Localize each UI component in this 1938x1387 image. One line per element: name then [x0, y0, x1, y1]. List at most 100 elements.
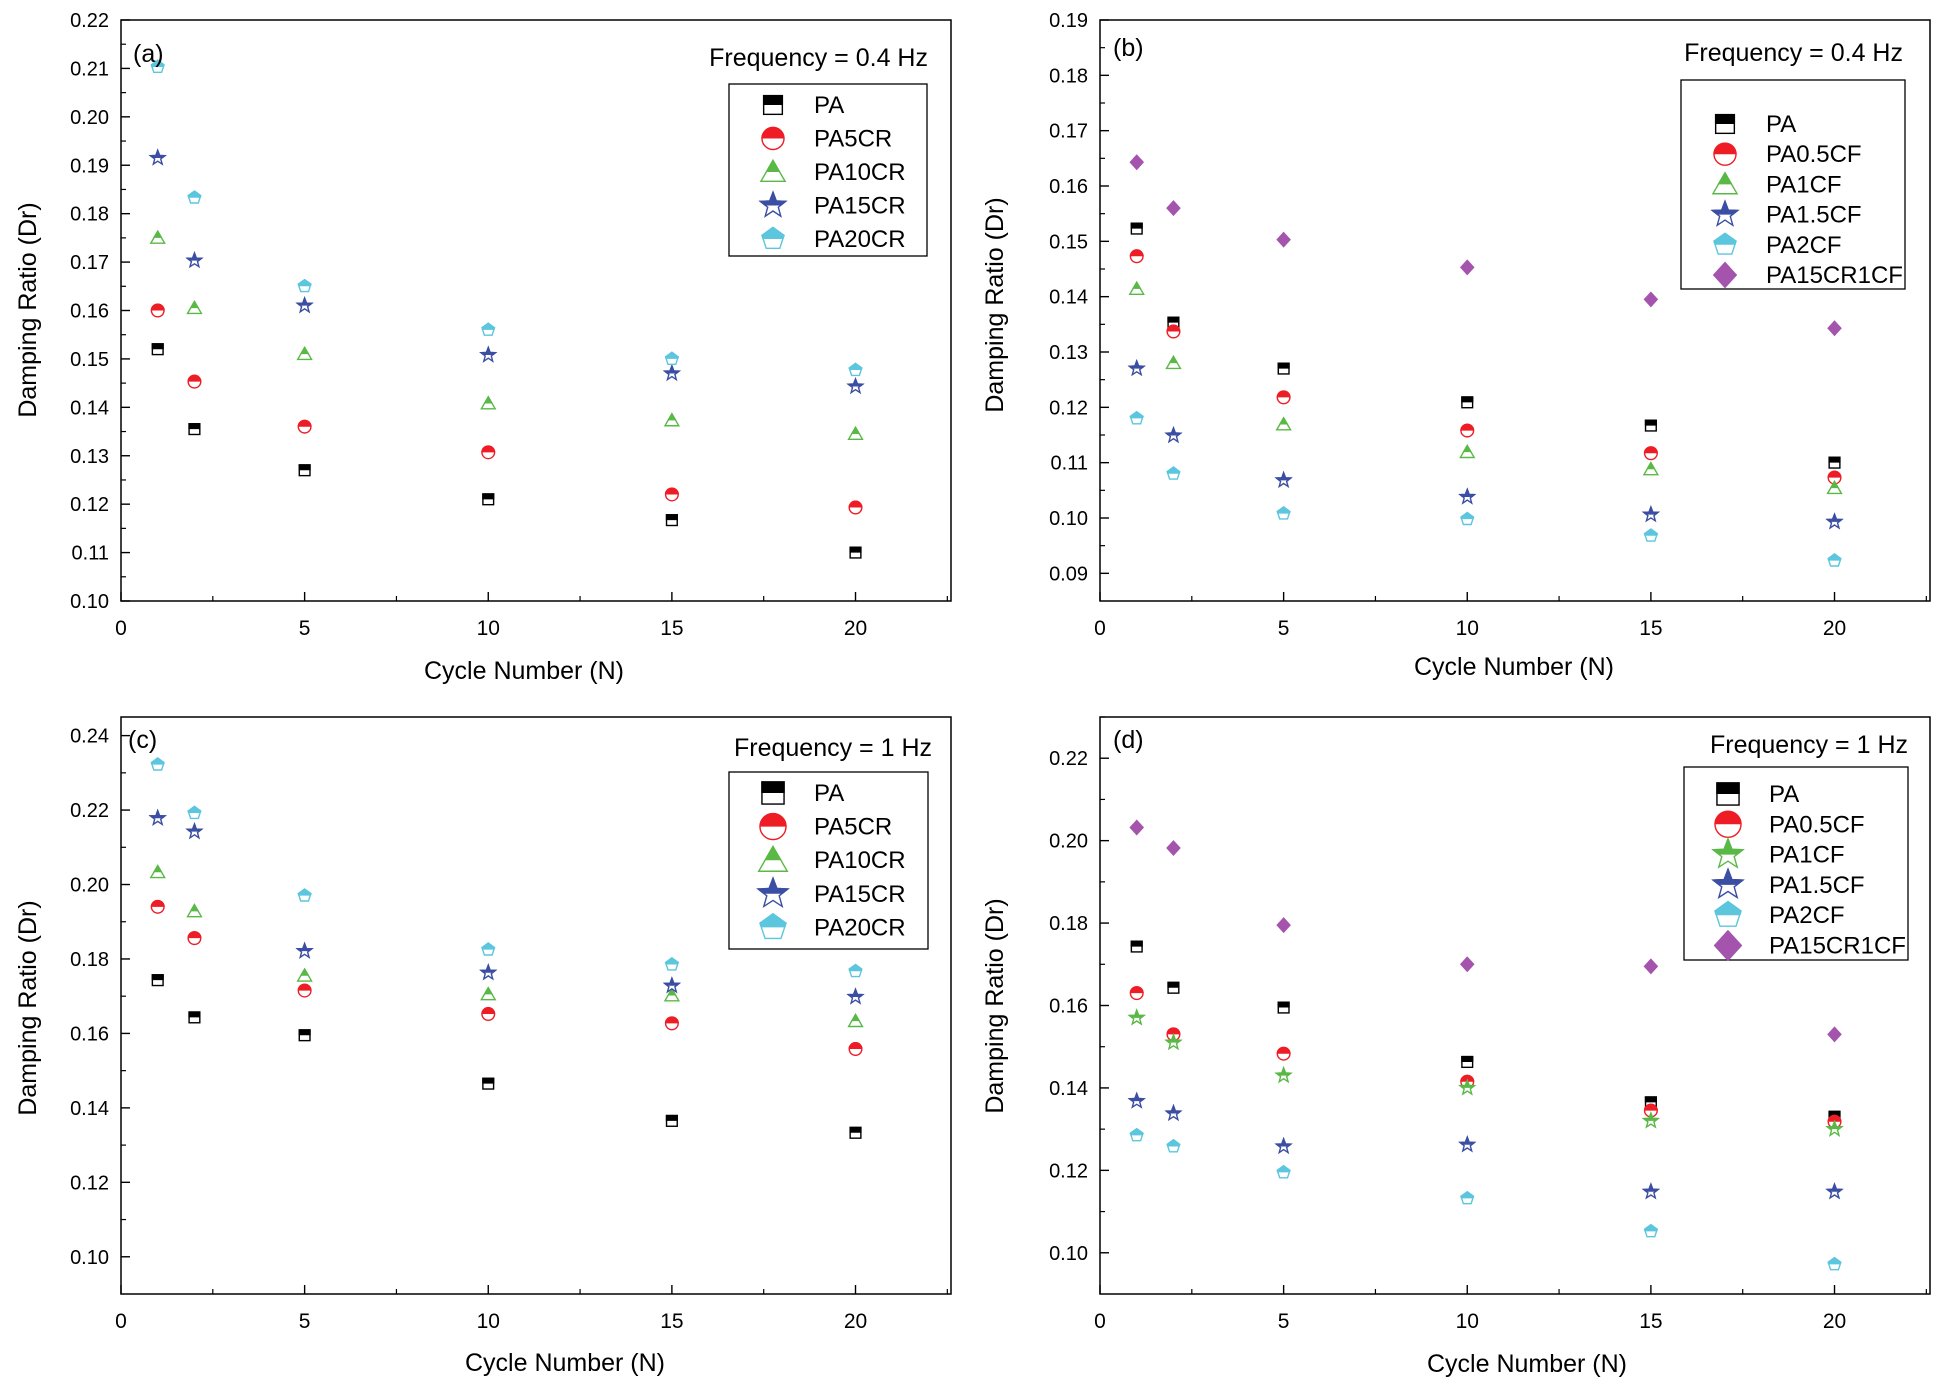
- data-point-pa1-5cf: [1274, 470, 1293, 489]
- legend-label: PA5CR: [814, 814, 892, 841]
- data-point-pa20cr: [150, 757, 165, 771]
- data-point-pa1cf: [1826, 480, 1843, 495]
- data-point-pa1cf: [1275, 416, 1292, 431]
- x-tick-label: 20: [1823, 617, 1846, 640]
- data-point-pa1cf: [1458, 1078, 1477, 1096]
- data-point-pa2cf: [1643, 528, 1659, 542]
- y-tick-label: 0.19: [70, 155, 109, 177]
- y-tick-label: 0.11: [1051, 453, 1088, 475]
- y-tick-label: 0.14: [1049, 1078, 1088, 1100]
- data-point-pa15cr1cf: [1276, 917, 1291, 934]
- data-point-pa15cr: [846, 987, 865, 1005]
- data-point-pa: [1461, 396, 1474, 409]
- data-point-pa5cr: [481, 1007, 496, 1022]
- frequency-label: Frequency = 0.4 Hz: [709, 44, 928, 72]
- data-point-pa10cr: [480, 986, 497, 1001]
- y-tick-label: 0.18: [70, 949, 109, 971]
- data-point-pa5cr: [848, 1042, 863, 1057]
- x-axis-title: Cycle Number (N): [1427, 1350, 1627, 1378]
- y-tick-label: 0.11: [72, 543, 109, 565]
- data-point-pa2cf: [1827, 1256, 1842, 1271]
- legend-label: PA5CR: [814, 126, 892, 153]
- y-tick-label: 0.17: [1049, 121, 1088, 143]
- panel-a: 0 5 10 15 20 0.10 0.11 0.12 0.13 0.14 0.15 0.16 0.17…: [14, 10, 952, 685]
- data-point-pa15cr: [479, 963, 498, 981]
- data-point-pa15cr1cf: [1827, 1026, 1842, 1043]
- data-point-pa0-5cf: [1129, 249, 1144, 264]
- legend-marker: [761, 126, 785, 151]
- x-tick-label: 15: [660, 617, 683, 640]
- x-tick-label: 15: [660, 1310, 683, 1333]
- legend-marker: [759, 159, 787, 183]
- data-point-pa1cf: [1459, 444, 1476, 459]
- data-point-pa20cr: [664, 351, 680, 365]
- data-point-pa: [849, 1126, 862, 1139]
- plot-area-b: 0 5 10 15 20 0.09 0.10 0.11 0.12 0.13 0.14 0.15 0.16…: [1049, 10, 1931, 640]
- legend-label: PA20CR: [814, 914, 906, 941]
- data-point-pa: [849, 546, 862, 559]
- data-point-pa15cr: [846, 377, 865, 395]
- data-point-pa0-5cf: [1827, 470, 1842, 485]
- y-tick-label: 0.20: [70, 107, 109, 129]
- x-tick-label: 15: [1639, 1310, 1662, 1333]
- data-point-pa15cr1cf: [1643, 291, 1659, 308]
- x-tick-label: 20: [1823, 1310, 1846, 1333]
- data-point-pa: [298, 1029, 311, 1042]
- legend-marker: [759, 912, 787, 940]
- y-tick-label: 0.18: [1049, 913, 1088, 935]
- y-tick-label: 0.09: [1049, 563, 1088, 585]
- data-point-pa: [665, 1114, 678, 1127]
- y-tick-label: 0.12: [1049, 1160, 1088, 1182]
- data-point-pa10cr: [663, 987, 681, 1002]
- data-point-pa5cr: [481, 445, 496, 460]
- plot-frame: [120, 716, 952, 1295]
- data-point-pa1-5cf: [1164, 425, 1183, 444]
- legend-marker: [1716, 782, 1740, 806]
- data-point-pa: [482, 493, 495, 506]
- data-point-pa: [151, 974, 164, 987]
- data-point-pa2cf: [1276, 506, 1291, 520]
- legend-label: PA1CF: [1766, 171, 1842, 198]
- y-tick-label: 0.18: [70, 204, 109, 226]
- legend-marker: [756, 876, 790, 909]
- data-point-pa15cr1cf: [1276, 231, 1291, 248]
- y-tick-label: 0.13: [1049, 342, 1088, 364]
- y-tick-label: 0.14: [70, 397, 109, 419]
- data-point-pa5cr: [297, 983, 312, 998]
- data-point-pa5cr: [150, 303, 165, 318]
- data-point-pa: [188, 423, 201, 436]
- y-axis-title: Damping Ratio (Dr): [14, 202, 42, 417]
- x-tick-label: 0: [1094, 1310, 1106, 1333]
- plot-area-a: 0 5 10 15 20 0.10 0.11 0.12 0.13 0.14 0.15 0.16 0.17…: [70, 10, 952, 640]
- x-axis-title: Cycle Number (N): [1414, 653, 1614, 681]
- legend-marker: [1713, 232, 1737, 255]
- data-point-pa5cr: [664, 1016, 679, 1031]
- data-point-pa0-5cf: [1129, 986, 1144, 1001]
- y-tick-label: 0.18: [1049, 65, 1088, 87]
- y-tick-label: 0.17: [70, 252, 109, 274]
- data-point-pa20cr: [664, 957, 680, 971]
- data-point-pa20cr: [297, 888, 312, 902]
- data-point-pa10cr: [847, 1013, 864, 1028]
- data-point-pa2cf: [1460, 511, 1475, 526]
- data-point-pa1-5cf: [1458, 1135, 1477, 1153]
- data-point-pa0-5cf: [1166, 324, 1181, 339]
- data-point-pa1cf: [1127, 1008, 1146, 1026]
- data-point-pa2cf: [1166, 1138, 1181, 1153]
- legend-marker: [761, 226, 785, 250]
- x-tick-label: 5: [299, 1310, 311, 1333]
- data-point-pa2cf: [1129, 1127, 1144, 1142]
- y-tick-label: 0.24: [70, 726, 109, 748]
- data-point-pa1cf: [1825, 1119, 1844, 1137]
- data-point-pa15cr: [662, 363, 682, 382]
- x-tick-label: 10: [477, 617, 500, 640]
- data-point-pa10cr: [186, 903, 203, 918]
- legend-marker: [1710, 199, 1740, 227]
- legend-label: PA2CF: [1769, 902, 1845, 929]
- data-point-pa20cr: [481, 322, 496, 336]
- y-tick-label: 0.12: [1049, 397, 1088, 419]
- data-point-pa0-5cf: [1643, 446, 1658, 461]
- plot-area-d: 0 5 10 15 200.100.120.140.160.180.200.22PAPA…: [1049, 716, 1931, 1333]
- frequency-label: Frequency = 1 Hz: [734, 734, 932, 762]
